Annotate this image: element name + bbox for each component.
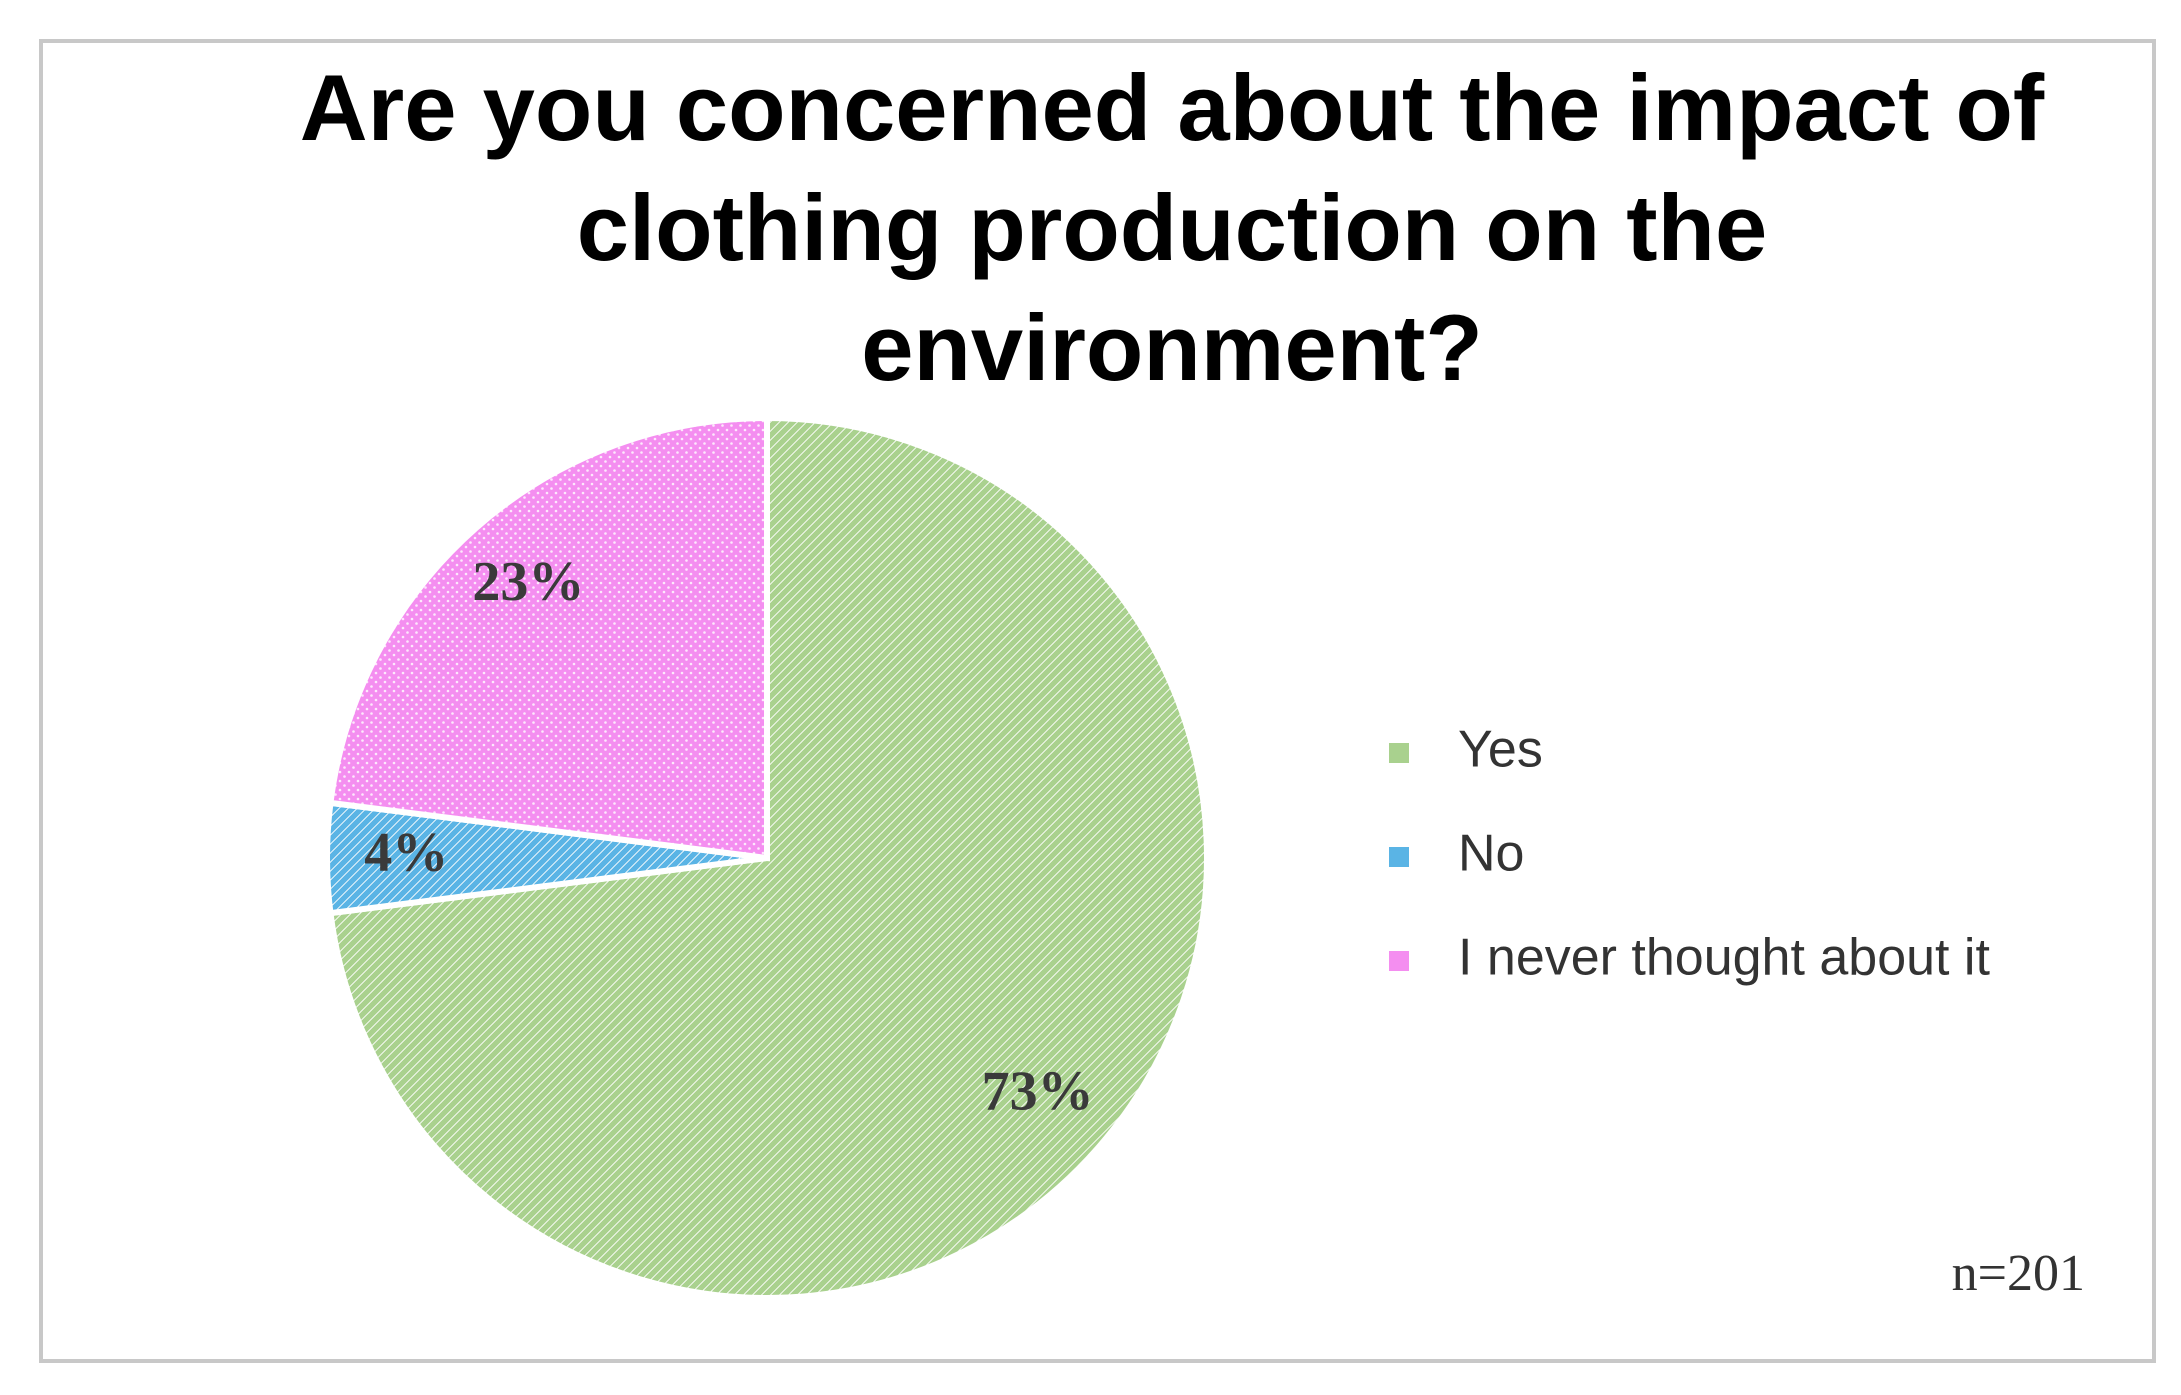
data-label: 23% xyxy=(472,551,584,613)
annotation: n=201 xyxy=(1952,1245,2085,1302)
legend-marker xyxy=(1389,847,1409,867)
data-label: 73% xyxy=(982,1060,1094,1122)
chart-frame xyxy=(39,39,2156,1363)
chart-title: Are you concerned about the impact of cl… xyxy=(299,55,2045,400)
data-label: 4% xyxy=(364,822,448,884)
pie-slice xyxy=(327,414,770,862)
legend-label: I never thought about it xyxy=(1458,929,1990,987)
legend-marker xyxy=(1389,951,1409,971)
legend-label: Yes xyxy=(1458,721,1543,779)
legend-label: No xyxy=(1458,825,1524,883)
legend-marker xyxy=(1389,743,1409,763)
